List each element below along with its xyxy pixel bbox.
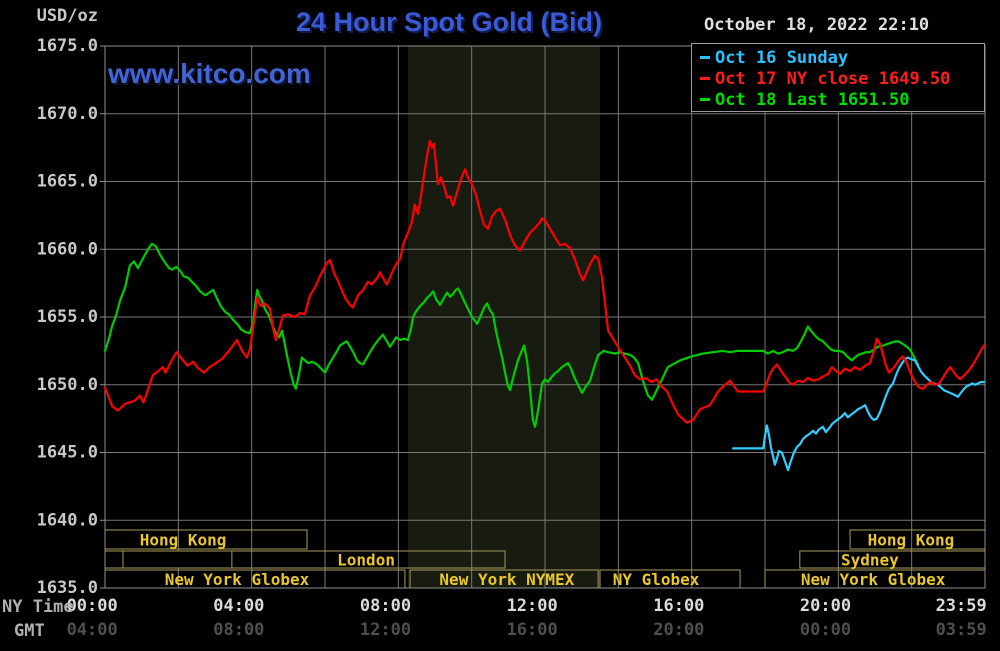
legend-label-oct16: Oct 16 Sunday xyxy=(715,47,849,68)
session-label: New York Globex xyxy=(801,570,946,589)
oct18-price-line xyxy=(103,242,920,428)
ny-time-tick-label: 08:00 xyxy=(360,596,411,616)
y-tick-label: 1665.0 xyxy=(37,172,98,192)
kitco-watermark: www.kitco.com xyxy=(108,58,311,89)
y-tick-label: 1655.0 xyxy=(37,307,98,327)
y-tick-label: 1660.0 xyxy=(37,239,98,259)
session-label: New York Globex xyxy=(165,570,310,589)
y-tick-label: 1640.0 xyxy=(37,510,98,530)
session-label: Sydney xyxy=(841,551,899,570)
gmt-tick-label: 12:00 xyxy=(360,620,411,640)
oct18-line-swatch xyxy=(700,98,710,101)
legend-item-oct16: Oct 16 Sunday xyxy=(700,47,984,68)
gmt-tick-label: 16:00 xyxy=(507,620,558,640)
oct16-price-line xyxy=(731,356,986,472)
oct16-line-swatch xyxy=(700,56,710,59)
legend-item-oct17: Oct 17 NY close 1649.50 xyxy=(700,68,984,89)
gmt-tick-label: 08:00 xyxy=(213,620,264,640)
y-tick-label: 1635.0 xyxy=(37,578,98,598)
ny-time-tick-label: 23:59 xyxy=(936,596,987,616)
session-label: Hong Kong xyxy=(140,531,227,550)
legend-label-oct18: Oct 18 Last 1651.50 xyxy=(715,89,910,110)
y-axis-units-label: USD/oz xyxy=(36,6,98,26)
y-tick-label: 1675.0 xyxy=(37,36,98,56)
session-label: Hong Kong xyxy=(868,531,955,550)
legend-label-oct17: Oct 17 NY close 1649.50 xyxy=(715,68,951,89)
ny-time-tick-label: 04:00 xyxy=(213,596,264,616)
legend: Oct 16 Sunday Oct 17 NY close 1649.50 Oc… xyxy=(691,43,985,112)
gmt-tick-label: 04:00 xyxy=(67,620,118,640)
oct17-line-swatch xyxy=(700,77,710,80)
oct17-price-line xyxy=(103,139,986,424)
session-label: NY Globex xyxy=(613,570,700,589)
ny-time-tick-label: 16:00 xyxy=(653,596,704,616)
gmt-tick-label: 00:00 xyxy=(800,620,851,640)
gmt-tick-label: 03:59 xyxy=(936,620,987,640)
y-tick-label: 1645.0 xyxy=(37,443,98,463)
gmt-tick-label: 20:00 xyxy=(653,620,704,640)
ny-time-axis-label: NY Time xyxy=(2,597,74,617)
ny-time-tick-label: 12:00 xyxy=(507,596,558,616)
chart-timestamp: October 18, 2022 22:10 xyxy=(704,15,930,35)
session-label: London xyxy=(337,551,395,570)
session-label: New York NYMEX xyxy=(439,570,574,589)
ny-time-tick-label: 00:00 xyxy=(67,596,118,616)
y-tick-label: 1670.0 xyxy=(37,104,98,124)
legend-item-oct18: Oct 18 Last 1651.50 xyxy=(700,89,984,110)
y-tick-label: 1650.0 xyxy=(37,375,98,395)
session-box xyxy=(122,550,233,569)
page-title: 24 Hour Spot Gold (Bid) xyxy=(296,7,602,37)
gmt-axis-label: GMT xyxy=(14,621,45,641)
ny-time-tick-label: 20:00 xyxy=(800,596,851,616)
